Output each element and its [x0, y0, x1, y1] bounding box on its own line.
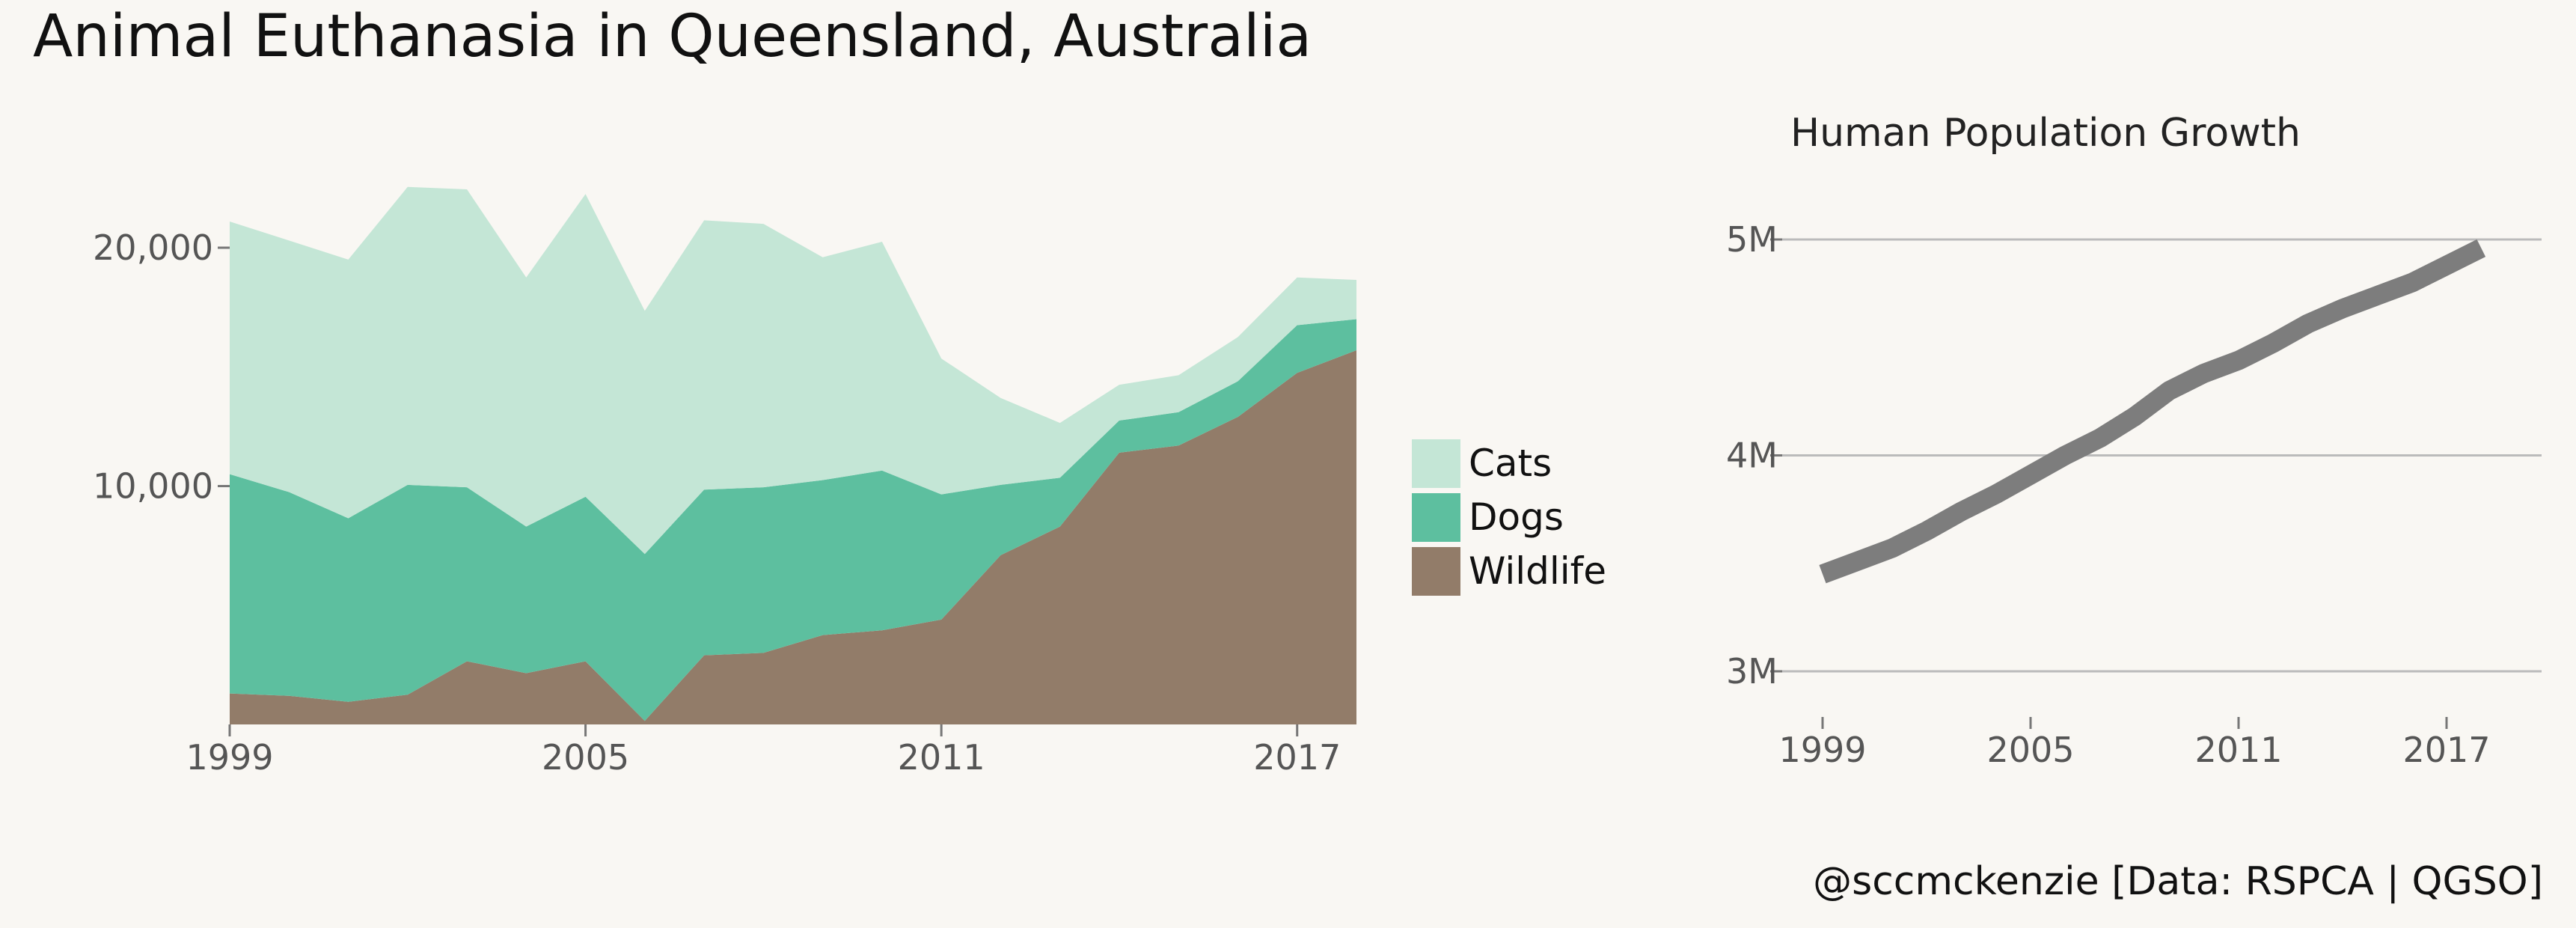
- euthanasia-area-chart: 10,000 20,000 1999 2005 2011 2017: [93, 186, 1356, 778]
- legend-swatch-cats: [1412, 439, 1460, 488]
- population-x-tick-label: 1999: [1778, 730, 1866, 770]
- area-y-tick-label: 20,000: [93, 228, 213, 268]
- area-series-wildlife: [230, 350, 1356, 724]
- data-source-caption: @sccmckenzie [Data: RSPCA | QGSO]: [1813, 859, 2543, 904]
- population-line-chart: Human Population Growth 3M 4M 5M 1999 2005 201…: [1726, 111, 2542, 770]
- population-chart-title: Human Population Growth: [1790, 111, 2301, 156]
- population-y-tick-label: 4M: [1726, 436, 1778, 476]
- legend-label-wildlife: Wildlife: [1469, 549, 1606, 593]
- area-x-tick-label: 2011: [898, 737, 985, 778]
- legend-swatch-dogs: [1412, 493, 1460, 542]
- area-y-tick-label: 10,000: [93, 465, 213, 506]
- population-line: [1819, 239, 2486, 584]
- area-series-dogs: [230, 319, 1356, 721]
- population-y-tick-label: 5M: [1726, 219, 1778, 260]
- legend-swatch-wildlife: [1412, 547, 1460, 596]
- area-x-tick-label: 2017: [1253, 737, 1341, 778]
- population-x-tick-label: 2011: [2194, 730, 2282, 770]
- population-x-tick-label: 2017: [2402, 730, 2490, 770]
- area-x-tick-label: 2005: [542, 737, 629, 778]
- population-x-tick-label: 2005: [1986, 730, 2074, 770]
- area-x-tick-label: 1999: [186, 737, 273, 778]
- legend-label-cats: Cats: [1469, 442, 1552, 485]
- population-y-tick-label: 3M: [1726, 651, 1778, 692]
- area-chart-legend: Cats Dogs Wildlife: [1412, 439, 1606, 596]
- area-series-cats: [230, 186, 1356, 555]
- page-title: Animal Euthanasia in Queensland, Austral…: [33, 3, 1312, 70]
- legend-label-dogs: Dogs: [1469, 495, 1564, 539]
